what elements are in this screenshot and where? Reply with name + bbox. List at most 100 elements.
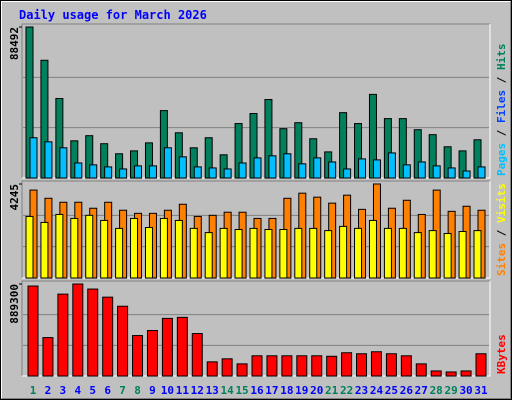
bar <box>189 227 198 279</box>
bar <box>324 230 333 279</box>
bar <box>413 232 422 279</box>
bar <box>57 293 69 377</box>
y-tick-label: 889300 <box>8 284 21 324</box>
x-tick-label: 29 <box>445 384 458 397</box>
bar <box>251 355 263 377</box>
bar <box>25 215 34 279</box>
x-tick-label: 1 <box>30 384 37 397</box>
bar <box>430 370 442 377</box>
bar <box>311 355 323 377</box>
legend-entry: Hits <box>495 44 508 71</box>
bar <box>266 355 278 377</box>
x-tick-label: 16 <box>250 384 264 397</box>
legend: KBytes <box>495 334 508 374</box>
legend-separator: / <box>495 223 508 243</box>
legend-separator: / <box>495 70 508 90</box>
bar <box>176 316 188 377</box>
x-tick-label: 30 <box>459 384 472 397</box>
legend-entry: Files <box>495 90 508 123</box>
x-tick-label: 7 <box>119 384 126 397</box>
x-tick-label: 2 <box>45 384 52 397</box>
bar <box>72 283 84 377</box>
bar <box>428 230 437 279</box>
legend-entry: KBytes <box>495 334 508 374</box>
x-tick-label: 8 <box>134 384 141 397</box>
bar <box>477 166 486 179</box>
bar <box>174 219 183 279</box>
bar <box>193 166 202 179</box>
x-tick-label: 21 <box>325 384 339 397</box>
bar <box>191 333 203 377</box>
bar <box>445 371 457 377</box>
bar <box>402 164 411 179</box>
bar <box>313 157 322 179</box>
bar <box>326 355 338 377</box>
legend: Sites / Visits <box>495 183 508 276</box>
x-tick-label: 31 <box>474 384 488 397</box>
bar <box>134 165 143 179</box>
bar <box>29 137 38 179</box>
bar <box>398 227 407 279</box>
bar <box>70 217 79 279</box>
x-tick-label: 9 <box>149 384 156 397</box>
x-tick-label: 24 <box>370 384 384 397</box>
y-tick-label: 88492 <box>8 27 21 60</box>
x-tick-label: 4 <box>74 384 81 397</box>
bar <box>443 232 452 279</box>
bar <box>40 221 49 279</box>
bar <box>387 152 396 179</box>
x-tick-label: 19 <box>295 384 308 397</box>
bar <box>462 170 471 179</box>
x-tick-label: 18 <box>280 384 293 397</box>
x-tick-label: 17 <box>265 384 278 397</box>
panel-bevel-dark <box>21 23 490 178</box>
x-tick-label: 5 <box>89 384 96 397</box>
bar <box>115 227 124 279</box>
bar <box>104 166 113 179</box>
x-tick-label: 6 <box>104 384 111 397</box>
bar <box>159 217 168 279</box>
bar <box>309 227 318 279</box>
bar <box>100 219 109 279</box>
bar <box>219 227 228 279</box>
bar <box>432 165 441 179</box>
bar <box>268 155 277 179</box>
bar <box>130 217 139 279</box>
legend-entry: Pages <box>495 143 508 176</box>
bar <box>281 355 293 377</box>
bar <box>236 363 248 377</box>
bar <box>148 165 157 179</box>
bar <box>279 229 288 279</box>
x-tick-label: 20 <box>310 384 323 397</box>
bar <box>447 167 456 179</box>
bar <box>163 147 172 179</box>
bar <box>343 168 352 179</box>
chart-title: Daily usage for March 2026 <box>19 8 207 22</box>
y-tick-label: 4245 <box>8 184 21 211</box>
bar <box>294 227 303 279</box>
x-tick-label: 15 <box>235 384 248 397</box>
bar <box>341 352 353 377</box>
bar <box>475 353 487 377</box>
bar <box>368 219 377 279</box>
bar <box>44 141 53 179</box>
x-tick-label: 27 <box>415 384 428 397</box>
x-tick-label: 25 <box>385 384 398 397</box>
bar <box>55 213 64 279</box>
bar <box>328 161 337 179</box>
bar <box>370 351 382 377</box>
x-tick-label: 22 <box>340 384 353 397</box>
bar <box>339 225 348 279</box>
bar <box>296 355 308 377</box>
legend-entry: Sites <box>495 243 508 276</box>
bar <box>417 161 426 179</box>
bar <box>42 337 54 377</box>
x-tick-label: 3 <box>60 384 67 397</box>
bar <box>356 353 368 377</box>
bar <box>460 370 472 377</box>
bar <box>208 167 217 179</box>
x-tick-label: 13 <box>206 384 219 397</box>
